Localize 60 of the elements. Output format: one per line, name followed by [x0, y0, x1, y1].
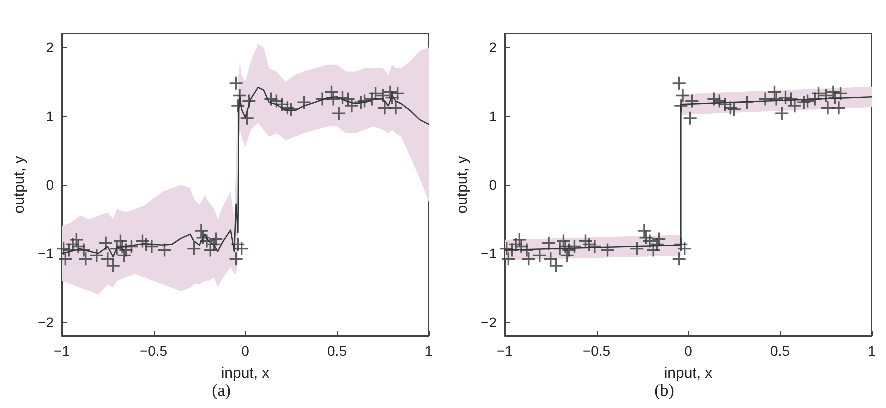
- point: [230, 76, 243, 90]
- point: [759, 92, 772, 106]
- point: [332, 107, 346, 120]
- point: [378, 102, 392, 115]
- text: (a): [212, 381, 231, 400]
- point: [345, 100, 358, 113]
- point: [284, 103, 298, 116]
- y-tick-label: 0: [489, 177, 498, 193]
- x-tick-label: 0: [684, 343, 693, 359]
- text: (b): [654, 381, 674, 400]
- point: [327, 92, 340, 106]
- x-tick-label: 0.5: [328, 343, 348, 359]
- point: [672, 76, 686, 90]
- point: [728, 103, 741, 116]
- y-axis-title: output, y: [11, 156, 28, 214]
- y-tick-label: 2: [46, 40, 54, 56]
- y-tick-label: −1: [38, 246, 54, 262]
- point: [770, 92, 784, 106]
- point: [145, 240, 158, 254]
- x-axis-title: input, x: [221, 365, 270, 382]
- x-axis-title: input, x: [664, 365, 714, 382]
- point: [233, 89, 246, 102]
- y-tick-label: 0: [46, 177, 54, 193]
- point: [638, 224, 651, 238]
- point: [520, 244, 534, 257]
- x-tick-label: −0.5: [140, 343, 168, 359]
- x-tick-label: −0.5: [582, 343, 611, 359]
- point: [316, 92, 330, 106]
- point: [588, 240, 602, 254]
- point: [106, 259, 120, 272]
- y-tick-label: 1: [46, 108, 54, 124]
- point: [78, 244, 91, 257]
- point: [550, 259, 563, 272]
- x-tick-label: 0: [242, 343, 250, 359]
- y-tick-label: −2: [481, 314, 498, 330]
- point: [194, 224, 208, 238]
- point: [788, 100, 802, 113]
- point: [200, 234, 214, 248]
- point: [832, 102, 846, 115]
- point: [100, 236, 113, 250]
- point: [643, 234, 656, 248]
- point: [776, 107, 789, 120]
- point: [676, 89, 690, 102]
- point: [513, 233, 526, 246]
- x-tick-label: 1: [868, 343, 876, 359]
- point: [684, 112, 697, 125]
- y-tick-label: −2: [38, 314, 54, 330]
- point: [240, 112, 254, 125]
- point: [821, 102, 834, 115]
- point: [70, 233, 84, 246]
- point: [542, 236, 556, 250]
- y-axis-title: output, y: [454, 156, 472, 214]
- y-tick-label: 2: [489, 40, 498, 56]
- point: [389, 102, 402, 115]
- point: [232, 100, 245, 113]
- y-tick-label: −1: [481, 246, 498, 262]
- x-tick-label: 1: [425, 343, 434, 359]
- x-tick-label: 0.5: [770, 343, 790, 359]
- point: [674, 100, 688, 113]
- y-tick-label: 1: [489, 108, 498, 124]
